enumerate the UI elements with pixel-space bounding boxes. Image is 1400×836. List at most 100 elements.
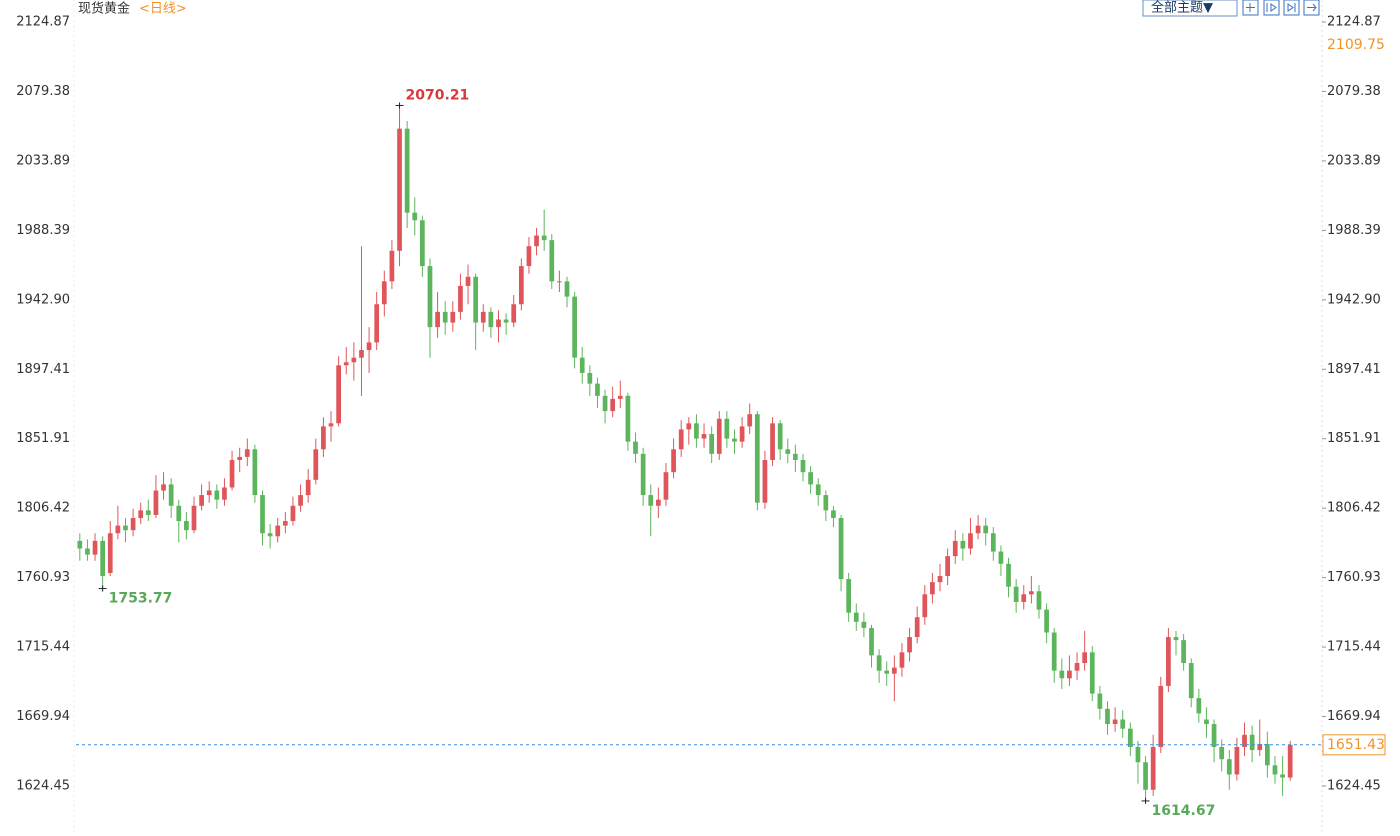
candle-body xyxy=(1067,670,1072,679)
candle-body xyxy=(747,414,753,427)
icon-play[interactable] xyxy=(1283,0,1300,16)
candle-body xyxy=(153,490,159,515)
candle-body xyxy=(1021,594,1027,602)
candle-body xyxy=(496,319,501,328)
candle-body xyxy=(1143,762,1148,790)
candle-body xyxy=(557,281,562,283)
candle-body xyxy=(541,235,547,241)
candle-body xyxy=(1105,708,1110,725)
candle-body xyxy=(754,414,760,503)
candle-body xyxy=(1249,734,1255,751)
candle-body xyxy=(252,449,258,496)
candle-body xyxy=(282,521,288,526)
candle-body xyxy=(1196,698,1202,714)
candle-body xyxy=(100,540,106,576)
candle-body xyxy=(1082,652,1088,664)
candle-body xyxy=(1074,663,1080,671)
y2-tick-label: 1624.45 xyxy=(1327,779,1381,794)
candle-body xyxy=(229,459,235,488)
theme-button-label[interactable]: 全部主题▼ xyxy=(1151,0,1213,16)
candle-body xyxy=(290,505,296,522)
candle-body xyxy=(503,319,509,323)
y2-tick-label: 2079.38 xyxy=(1327,84,1381,99)
candle-body xyxy=(366,342,372,351)
candle-body xyxy=(138,510,144,518)
theme-button[interactable] xyxy=(1142,0,1238,17)
candle-body xyxy=(123,525,128,531)
toolbar-icons xyxy=(1242,0,1320,16)
y-tick-label: 1897.41 xyxy=(16,362,70,377)
candle-body xyxy=(214,490,220,500)
candle-body xyxy=(815,484,821,496)
candle-body xyxy=(343,362,349,366)
candle-body xyxy=(534,235,539,247)
candle-body xyxy=(990,533,996,552)
candle-body xyxy=(572,296,577,358)
candle-body xyxy=(762,459,768,503)
candle-body xyxy=(587,372,593,384)
candle-body xyxy=(823,495,829,511)
candle-body xyxy=(1059,670,1065,679)
candle-body xyxy=(1226,759,1232,775)
candle-body xyxy=(1089,652,1095,694)
candle-body xyxy=(1166,637,1171,686)
candle-body xyxy=(1158,685,1164,747)
candle-body xyxy=(176,505,182,522)
candle-body xyxy=(1242,734,1247,747)
candle-body xyxy=(260,495,265,534)
y-tick-label: 1669.94 xyxy=(16,709,70,724)
y2-tick-label: 1760.93 xyxy=(1327,570,1381,585)
candle-body xyxy=(975,525,981,534)
candle-body xyxy=(244,449,250,457)
candle-body xyxy=(876,655,882,671)
candle-body xyxy=(983,525,989,534)
candle-body xyxy=(1150,746,1156,790)
candle-body xyxy=(1219,746,1225,760)
candle-body xyxy=(930,582,935,595)
candle-body xyxy=(427,266,433,328)
candle-body xyxy=(739,426,745,442)
candle-body xyxy=(633,441,638,454)
y-tick-label: 1806.42 xyxy=(16,501,70,516)
extreme-label: 2070.21 xyxy=(406,87,470,103)
y-tick-label: 1760.93 xyxy=(16,570,70,585)
candle-body xyxy=(1257,743,1263,751)
candle-body xyxy=(305,479,311,496)
candle-body xyxy=(511,304,517,323)
candle-body xyxy=(701,434,707,439)
candle-body xyxy=(960,540,966,549)
last-price-label: 1651.43 xyxy=(1327,737,1385,753)
candle-body xyxy=(914,617,920,638)
candle-body xyxy=(237,456,243,460)
y-tick-label: 1942.90 xyxy=(16,292,70,307)
candle-body xyxy=(716,418,722,454)
candle-body xyxy=(85,548,90,555)
candle-body xyxy=(518,266,524,305)
candle-body xyxy=(420,220,425,267)
candle-body xyxy=(465,276,471,286)
candle-body xyxy=(549,240,555,282)
y2-tick-label: 1897.41 xyxy=(1327,362,1381,377)
y2-tick-label: 1942.90 xyxy=(1327,292,1381,307)
candle-body xyxy=(161,484,166,491)
y-tick-label: 1851.91 xyxy=(16,431,70,446)
candle-body xyxy=(595,383,600,396)
candle-body xyxy=(617,395,623,399)
candle-body xyxy=(107,533,113,573)
extreme-label: 1614.67 xyxy=(1152,803,1216,819)
candle-body xyxy=(800,459,806,473)
candle-body xyxy=(853,612,859,622)
candle-body xyxy=(381,281,387,305)
candle-body xyxy=(1097,693,1103,709)
y2-tick-label: 1669.94 xyxy=(1327,709,1381,724)
candle-body xyxy=(709,434,715,454)
candle-body xyxy=(526,246,532,267)
candle-body xyxy=(602,395,608,412)
candle-body xyxy=(450,311,456,323)
candle-body xyxy=(564,281,570,297)
candle-body xyxy=(336,365,341,424)
y2-tick-label: 1851.91 xyxy=(1327,431,1381,446)
candle-body xyxy=(1112,719,1118,725)
candle-body xyxy=(640,453,646,496)
